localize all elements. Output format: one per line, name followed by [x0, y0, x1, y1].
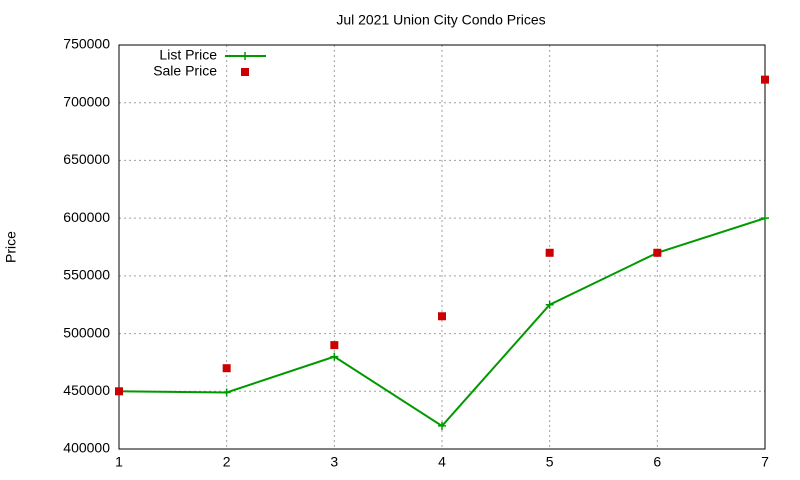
point	[330, 352, 339, 361]
y-axis-label: Price	[3, 231, 19, 263]
x-tick-label: 2	[223, 454, 231, 470]
point	[545, 300, 554, 309]
legend-marker	[241, 68, 249, 76]
point	[761, 214, 769, 223]
point	[222, 364, 231, 373]
y-tick-label: 550000	[63, 267, 110, 283]
legend-marker	[241, 52, 249, 60]
point	[438, 312, 446, 321]
x-tick-label: 4	[438, 454, 446, 470]
y-tick-label: 500000	[63, 324, 110, 340]
y-tick-label: 450000	[63, 382, 110, 398]
x-tick-label: 6	[653, 454, 661, 470]
y-tick-label: 750000	[63, 36, 110, 52]
legend-label: Sale Price	[153, 63, 217, 79]
point	[438, 421, 446, 430]
x-tick-label: 3	[330, 454, 338, 470]
series-line	[118, 217, 766, 428]
legend-label: List Price	[159, 47, 217, 63]
y-tick-label: 700000	[63, 93, 110, 109]
x-tick-label: 1	[115, 454, 123, 470]
point	[115, 387, 123, 396]
y-tick-label: 650000	[63, 151, 110, 167]
chart-title: Jul 2021 Union City Condo Prices	[336, 12, 545, 28]
point	[653, 248, 662, 257]
y-tick-label: 400000	[63, 440, 110, 456]
point	[330, 341, 339, 350]
x-tick-label: 7	[761, 454, 769, 470]
y-tick-label: 600000	[63, 209, 110, 225]
plot-border	[118, 44, 766, 450]
point	[761, 75, 769, 84]
point	[545, 248, 554, 257]
point	[222, 388, 231, 397]
x-tick-label: 5	[546, 454, 554, 470]
